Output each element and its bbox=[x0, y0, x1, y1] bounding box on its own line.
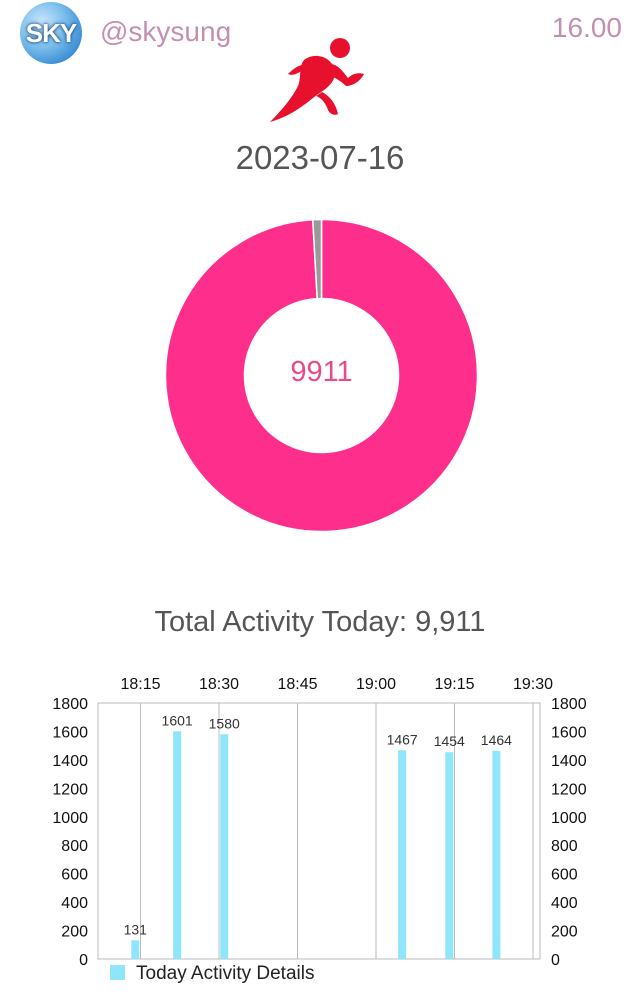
y-tick-label-left: 0 bbox=[79, 952, 88, 969]
bar bbox=[220, 734, 229, 959]
bar-value-label: 1464 bbox=[481, 732, 512, 748]
activity-bar-chart: 18:15 18:30 18:45 19:00 19:15 19:30 0 0 200 200 40… bbox=[52, 676, 587, 984]
x-tick-label: 18:15 bbox=[120, 676, 160, 693]
y-tick-label-right: 200 bbox=[551, 924, 578, 941]
y-tick-label-right: 0 bbox=[551, 952, 560, 969]
bar bbox=[173, 731, 182, 959]
y-tick-label-left: 200 bbox=[61, 924, 88, 941]
y-tick-label-left: 1200 bbox=[52, 781, 88, 798]
y-tick-label-right: 1200 bbox=[551, 781, 587, 798]
bar-value-label: 1601 bbox=[162, 712, 193, 728]
y-tick-label-right: 1600 bbox=[551, 724, 587, 741]
donut-segment-remaining bbox=[311, 219, 323, 300]
bar bbox=[131, 940, 140, 959]
x-tick-label: 18:30 bbox=[199, 676, 239, 693]
x-tick-label: 18:45 bbox=[277, 676, 317, 693]
y-tick-label-left: 1600 bbox=[52, 724, 88, 741]
total-activity-label: Total Activity Today: 9,911 bbox=[154, 606, 486, 638]
legend-swatch bbox=[110, 965, 125, 980]
legend-label: Today Activity Details bbox=[136, 963, 314, 984]
x-tick-label: 19:30 bbox=[513, 676, 553, 693]
donut-center-value: 9911 bbox=[290, 356, 353, 388]
bar bbox=[492, 750, 501, 959]
y-tick-label-left: 1000 bbox=[52, 810, 88, 827]
y-tick-label-left: 800 bbox=[61, 838, 88, 855]
y-tick-label-right: 1000 bbox=[551, 810, 587, 827]
y-tick-label-right: 1800 bbox=[551, 696, 587, 713]
x-tick-label: 19:15 bbox=[434, 676, 474, 693]
y-tick-label-right: 1400 bbox=[551, 753, 587, 770]
username[interactable]: @skysung bbox=[100, 16, 232, 47]
chart-plot-frame bbox=[97, 702, 541, 960]
y-tick-label-left: 1400 bbox=[52, 753, 88, 770]
avatar[interactable]: SKY bbox=[20, 2, 82, 64]
bar-value-label: 1467 bbox=[387, 731, 418, 747]
y-tick-label-right: 600 bbox=[551, 867, 578, 884]
y-tick-label-right: 800 bbox=[551, 838, 578, 855]
y-tick-label-left: 600 bbox=[61, 867, 88, 884]
donut-segment-activity bbox=[165, 219, 478, 532]
avatar-text: SKY bbox=[25, 17, 77, 48]
bar-value-label: 131 bbox=[124, 921, 148, 937]
y-tick-label-right: 400 bbox=[551, 895, 578, 912]
bar-value-label: 1580 bbox=[209, 715, 240, 731]
bar bbox=[445, 752, 454, 959]
activity-donut-chart bbox=[165, 219, 478, 532]
bar-value-label: 1454 bbox=[434, 733, 465, 749]
bar bbox=[398, 750, 407, 959]
y-tick-label-left: 400 bbox=[61, 895, 88, 912]
date-label: 2023-07-16 bbox=[235, 139, 405, 176]
y-tick-label-left: 1800 bbox=[52, 696, 88, 713]
balance-value: 16.00 bbox=[551, 12, 622, 43]
running-man-icon bbox=[270, 38, 364, 122]
x-tick-label: 19:00 bbox=[356, 676, 396, 693]
